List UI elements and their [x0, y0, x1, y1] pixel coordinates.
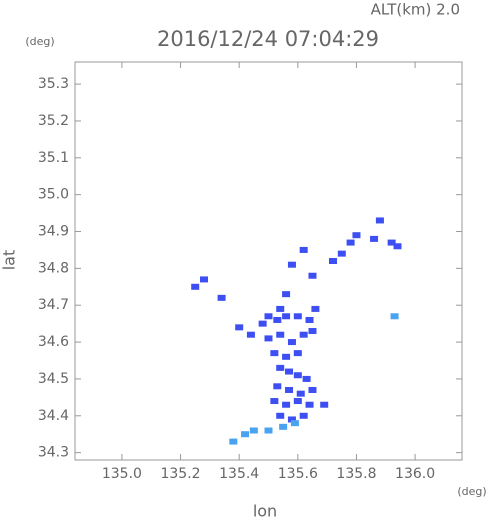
echo-cell: [282, 313, 291, 320]
echo-cell: [375, 217, 384, 224]
altitude: ALT(km) 2.0: [371, 1, 460, 19]
echo-cell: [264, 313, 273, 320]
echo-cell: [308, 272, 317, 279]
echo-cell: [264, 335, 273, 342]
y-tick-label: 34.7: [38, 297, 69, 313]
echo-cell: [293, 350, 302, 357]
chart-title: 2016/12/24 07:04:29: [157, 27, 379, 51]
echo-cell: [264, 427, 273, 434]
x-axis-label: lon: [253, 502, 277, 521]
echo-cell: [387, 239, 396, 246]
echo-cell: [282, 291, 291, 298]
echo-cell: [320, 401, 329, 408]
y-tick-label: 34.9: [38, 224, 69, 240]
echo-cell: [270, 350, 279, 357]
echo-cell: [305, 401, 314, 408]
echo-cell: [241, 431, 250, 438]
echo-cell: [299, 331, 308, 338]
echo-cell: [352, 232, 361, 239]
plot-frame: [74, 61, 463, 461]
echo-cell: [229, 438, 238, 445]
echo-cell: [273, 316, 282, 323]
y-unit: (deg): [25, 35, 54, 48]
y-tick-label: 35.2: [38, 113, 69, 129]
x-tick-label: 135.0: [102, 466, 142, 482]
echo-cell: [299, 412, 308, 419]
echo-cell: [246, 331, 255, 338]
echo-cell: [293, 372, 302, 379]
echo-cell: [276, 412, 285, 419]
y-tick-label: 35.0: [38, 187, 69, 203]
echo-cell: [285, 386, 294, 393]
y-tick-label: 34.5: [38, 371, 69, 387]
echo-cell: [285, 368, 294, 375]
y-tick-label: 34.6: [38, 334, 69, 350]
echo-cell: [217, 294, 226, 301]
echo-cell: [191, 283, 200, 290]
y-tick-label: 35.3: [38, 76, 69, 92]
echo-cell: [337, 250, 346, 257]
echo-cell: [235, 324, 244, 331]
y-tick-label: 35.1: [38, 150, 69, 166]
echo-cell: [293, 313, 302, 320]
y-tick-label: 34.4: [38, 408, 69, 424]
echo-cell: [296, 390, 305, 397]
echo-cell: [258, 320, 267, 327]
echo-cell: [270, 398, 279, 405]
x-tick-label: 135.8: [336, 466, 376, 482]
echo-cell: [305, 316, 314, 323]
echo-cell: [302, 375, 311, 382]
echo-cell: [279, 423, 288, 430]
y-tick-label: 34.3: [38, 445, 69, 461]
echo-cell: [308, 328, 317, 335]
echo-cell: [308, 386, 317, 393]
echo-cell: [273, 383, 282, 390]
y-axis-label: lat: [0, 250, 19, 271]
echo-cell: [276, 331, 285, 338]
echo-cell: [276, 305, 285, 312]
echo-cell: [287, 416, 296, 423]
x-tick-label: 135.4: [219, 466, 259, 482]
x-tick-label: 135.2: [160, 466, 200, 482]
x-tick-label: 136.0: [395, 466, 435, 482]
echo-cell: [390, 313, 399, 320]
echo-cell: [329, 258, 337, 264]
echo-cell: [287, 261, 296, 268]
echo-cell: [276, 364, 285, 371]
x-unit: (deg): [457, 485, 486, 498]
echo-cell: [282, 401, 291, 408]
echo-cell: [200, 276, 208, 283]
echo-cell: [299, 246, 308, 253]
echo-cell: [393, 243, 402, 250]
echo-cell: [290, 420, 299, 427]
echo-cell: [370, 235, 379, 242]
echo-cell: [293, 398, 302, 405]
y-tick-label: 34.8: [38, 260, 69, 276]
x-tick-label: 135.6: [278, 466, 318, 482]
echo-cell: [311, 305, 320, 312]
echo-cell: [346, 239, 355, 246]
echo-cell: [287, 339, 296, 346]
echo-cell: [249, 427, 258, 434]
echo-cell: [282, 353, 291, 360]
